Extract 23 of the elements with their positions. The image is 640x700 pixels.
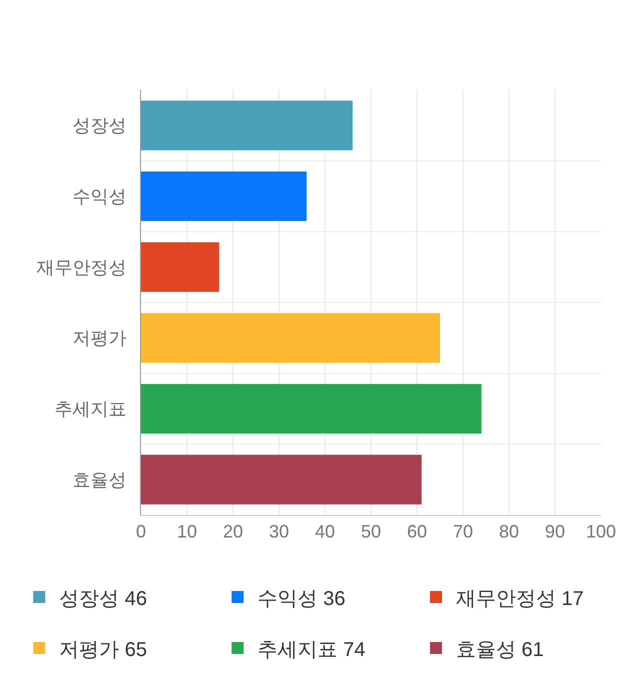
x-tick-label: 40 [314, 522, 336, 542]
y-tick-label: 추세지표 [54, 399, 126, 420]
legend-label: 효율성 61 [456, 638, 544, 661]
legend-label: 수익성 36 [258, 588, 346, 610]
y-tick-label: 성장성 [72, 116, 126, 136]
legend-label: 저평가 65 [59, 638, 148, 661]
x-tick-label: 90 [544, 522, 566, 542]
x-tick-label: 60 [406, 522, 428, 542]
x-tick-label: 20 [222, 522, 244, 542]
legend-label: 성장성 46 [59, 588, 148, 610]
y-tick-label: 수익성 [72, 186, 126, 207]
legend-label: 추세지표 74 [258, 638, 366, 661]
x-tick-label: 100 [586, 522, 616, 542]
legend-label: 재무안정성 17 [456, 588, 584, 610]
y-tick-label: 효율성 [72, 470, 126, 490]
x-tick-label: 70 [452, 522, 474, 542]
y-tick-label: 재무안정성 [36, 257, 126, 278]
x-tick-label: 30 [268, 522, 290, 542]
y-tick-label: 저평가 [72, 328, 126, 348]
x-tick-label: 10 [176, 522, 198, 542]
x-tick-label: 0 [136, 522, 146, 542]
x-tick-label: 80 [498, 522, 520, 542]
x-tick-label: 50 [360, 522, 382, 542]
